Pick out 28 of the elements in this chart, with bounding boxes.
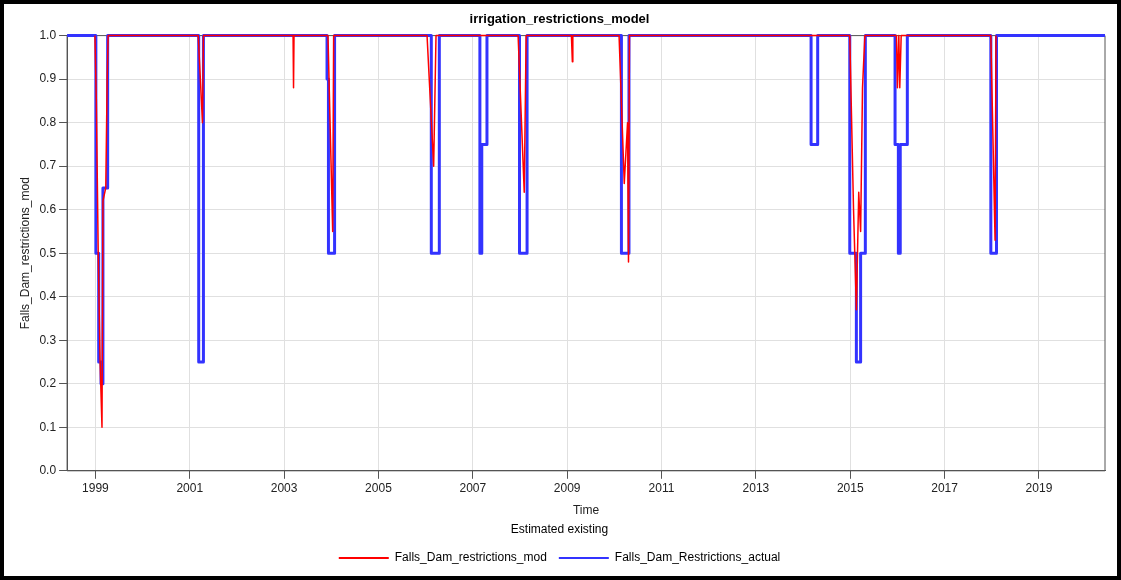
- legend-label: Falls_Dam_Restrictions_actual: [614, 550, 781, 565]
- y-tick-label: 1.0: [39, 27, 57, 42]
- x-tick-label: 2005: [365, 481, 393, 496]
- legend-title: Estimated existing: [510, 521, 609, 536]
- y-tick-label: 0.9: [39, 71, 57, 86]
- x-tick-label: 2013: [742, 481, 770, 496]
- y-tick-label: 0.4: [39, 289, 57, 304]
- y-tick-label: 0.6: [39, 201, 57, 216]
- x-tick-label: 2001: [176, 481, 204, 496]
- x-tick-label: 2019: [1025, 481, 1053, 496]
- x-tick-label: 2015: [836, 481, 864, 496]
- x-tick-label: 2003: [270, 481, 298, 496]
- y-tick-label: 0.5: [39, 245, 57, 260]
- legend-label: Falls_Dam_restrictions_mod: [394, 550, 547, 565]
- y-tick-label: 0.2: [39, 376, 57, 391]
- x-tick-label: 2009: [553, 481, 581, 496]
- x-tick-label: 2007: [459, 481, 487, 496]
- x-tick-label: 2017: [931, 481, 959, 496]
- y-tick-label: 0.3: [39, 332, 57, 347]
- chart-title: irrigation_restrictions_model: [469, 11, 650, 27]
- y-tick-label: 0.1: [39, 419, 57, 434]
- y-tick-label: 0.8: [39, 114, 57, 129]
- y-tick-label: 0.7: [39, 158, 57, 173]
- x-axis-title: Time: [572, 502, 600, 517]
- y-axis-title: Falls_Dam_restrictions_mod: [17, 177, 32, 330]
- x-tick-label: 2011: [648, 481, 675, 496]
- y-tick-label: 0.0: [39, 463, 57, 478]
- x-tick-label: 1999: [82, 481, 110, 496]
